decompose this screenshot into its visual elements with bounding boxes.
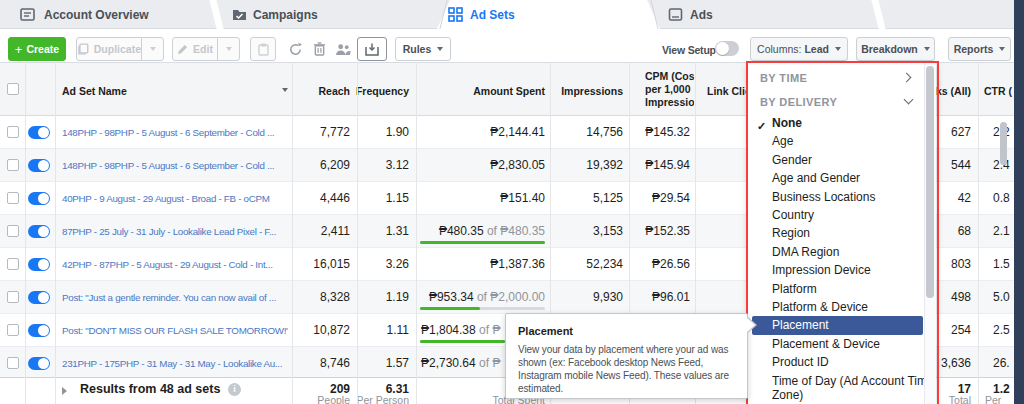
cpm-cell: ₱29.54 (590, 182, 690, 215)
ad-set-name-link[interactable]: Post: "Just a gentle reminder. You can n… (62, 281, 288, 314)
refresh-icon[interactable] (288, 42, 303, 57)
row-checkbox[interactable] (7, 258, 19, 270)
edit-dropdown-button[interactable] (217, 37, 240, 61)
tooltip-title: Placement (518, 325, 741, 337)
cpm-cell: ₱96.01 (590, 281, 690, 314)
export-button[interactable] (357, 37, 387, 61)
trash-icon[interactable] (313, 42, 326, 56)
ad-set-name-link[interactable]: 148PHP - 98PHP - 5 August - 6 September … (62, 116, 288, 149)
audience-icon[interactable] (335, 43, 351, 56)
reports-button[interactable]: Reports (948, 37, 1011, 61)
footer-ctr-label: Per Imp (985, 394, 1014, 404)
col-header-ctr[interactable]: CTR ( (984, 85, 1012, 97)
column-divider (25, 62, 26, 404)
row-toggle[interactable] (28, 225, 50, 238)
reach-cell: 4,446 (292, 182, 350, 215)
ad-set-name-link[interactable]: 148PHP - 98PHP - 5 August - 6 September … (62, 149, 288, 182)
row-checkbox[interactable] (7, 192, 19, 204)
row-toggle[interactable] (28, 357, 50, 370)
breakdown-button[interactable]: Breakdown (856, 37, 935, 61)
tab-label-account-overview[interactable]: Account Overview (44, 8, 149, 22)
tab-separator (209, 0, 223, 29)
duplicate-icon (77, 43, 89, 55)
select-all-checkbox[interactable] (7, 83, 19, 95)
tab-bar: Account Overview Campaigns Ad Sets Ads (0, 0, 1014, 29)
info-icon[interactable]: i (228, 383, 241, 396)
row-toggle[interactable] (28, 126, 50, 139)
cpm-cell: ₱26.56 (590, 248, 690, 281)
columns-button[interactable]: Columns: Lead (750, 37, 848, 61)
placement-tooltip: Placement View your data by placement wh… (505, 313, 748, 399)
expand-results-icon[interactable] (62, 387, 67, 395)
table-scrollbar-thumb[interactable] (1000, 122, 1007, 165)
column-divider (55, 62, 56, 404)
row-checkbox[interactable] (7, 225, 19, 237)
campaigns-icon (232, 7, 247, 22)
row-checkbox[interactable] (7, 324, 19, 336)
duplicate-dropdown-button[interactable] (141, 37, 164, 61)
column-divider (292, 62, 293, 404)
row-toggle[interactable] (28, 192, 50, 205)
ad-set-name-link[interactable]: 40PHP - 9 August - 29 August - Broad - F… (62, 182, 288, 215)
column-divider (978, 62, 979, 404)
col-header-reach[interactable]: Reach (292, 85, 350, 97)
tab-separator (871, 0, 885, 29)
column-divider (416, 62, 417, 404)
tab-label-campaigns[interactable]: Campaigns (253, 8, 318, 22)
col-header-name[interactable]: Ad Set Name (62, 85, 127, 97)
cpm-cell: ₱145.94 (590, 149, 690, 182)
reach-cell: 8,746 (292, 347, 350, 380)
sort-caret-icon (282, 88, 288, 92)
duplicate-button[interactable]: Duplicate (76, 37, 142, 61)
col-header-cpm[interactable]: CPM (Costper 1,000Impressions) (645, 70, 694, 109)
account-overview-icon (20, 7, 35, 22)
cpm-cell: ₱152.35 (590, 215, 690, 248)
row-checkbox[interactable] (7, 291, 19, 303)
row-checkbox[interactable] (7, 126, 19, 138)
col-header-impressions[interactable]: Impressions (523, 85, 623, 97)
row-checkbox[interactable] (7, 357, 19, 369)
ad-set-name-link[interactable]: Post: "DON'T MISS OUR FLASH SALE TOMORRO… (62, 314, 288, 347)
row-toggle[interactable] (28, 324, 50, 337)
reach-cell: 6,209 (292, 149, 350, 182)
side-dark-strip (1014, 0, 1024, 404)
toolbar: +Create Duplicate Edit Rules View Setup … (0, 29, 1024, 62)
tab-label-ads[interactable]: Ads (690, 8, 713, 22)
view-setup-toggle[interactable] (715, 41, 739, 56)
ad-set-name-link[interactable]: 231PHP - 175PHP - 31 May - 31 May - Look… (62, 347, 288, 380)
edit-button[interactable]: Edit (172, 37, 218, 61)
footer-reach-label: People (292, 394, 350, 404)
column-divider (357, 62, 358, 404)
ads-icon (668, 7, 683, 22)
rules-button[interactable]: Rules (395, 37, 451, 61)
ad-set-name-link[interactable]: 87PHP - 25 July - 31 July - Lookalike Le… (62, 215, 288, 248)
row-checkbox[interactable] (7, 159, 19, 171)
ad-sets-icon (448, 7, 463, 22)
annotation-rectangle (746, 61, 939, 404)
clipboard-button[interactable] (250, 37, 276, 61)
reach-cell: 8,328 (292, 281, 350, 314)
edit-icon (177, 44, 188, 55)
tab-label-ad-sets[interactable]: Ad Sets (470, 8, 515, 22)
row-toggle[interactable] (28, 258, 50, 271)
export-icon (365, 43, 379, 56)
row-toggle[interactable] (28, 159, 50, 172)
reach-cell: 7,772 (292, 116, 350, 149)
create-button[interactable]: +Create (8, 37, 66, 61)
reach-cell: 16,015 (292, 248, 350, 281)
ad-set-name-link[interactable]: 42PHP - 87PHP - 5 August - 29 August - C… (62, 248, 288, 281)
tooltip-arrow (747, 318, 755, 332)
view-setup-label: View Setup (662, 44, 716, 56)
reach-cell: 2,411 (292, 215, 350, 248)
cpm-cell: ₱145.32 (590, 116, 690, 149)
tooltip-body: View your data by placement where your a… (518, 343, 741, 395)
reach-cell: 10,872 (292, 314, 350, 347)
row-toggle[interactable] (28, 291, 50, 304)
clipboard-icon (258, 43, 269, 56)
results-summary: Results from 48 ad sets (80, 382, 220, 396)
